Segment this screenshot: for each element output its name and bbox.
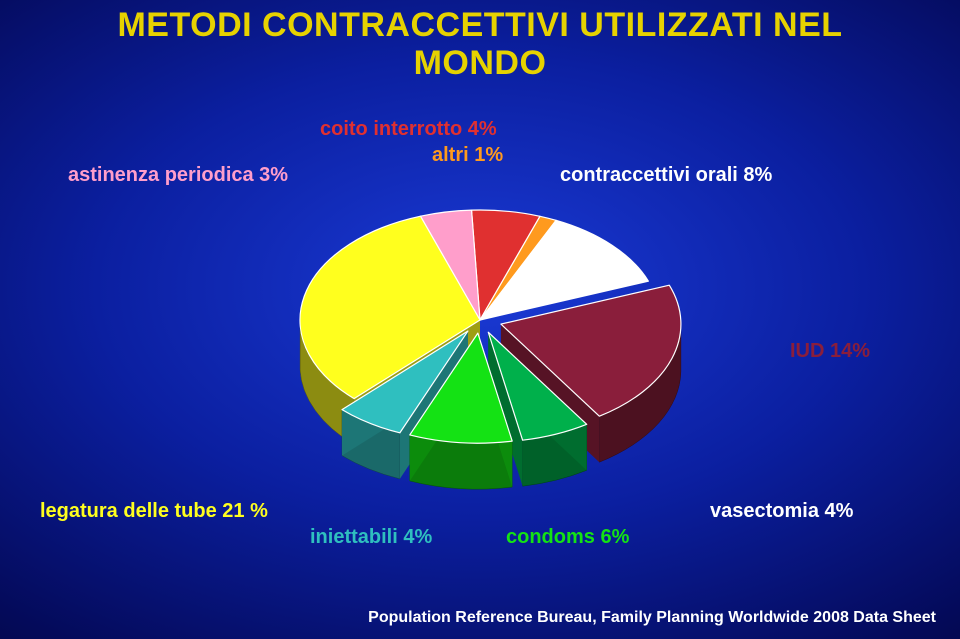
slide-title: METODI CONTRACCETTIVI UTILIZZATI NEL MON… (0, 6, 960, 82)
label-condoms: condoms 6% (506, 526, 629, 549)
label-iniettabili: iniettabili 4% (310, 526, 432, 549)
source-citation: Population Reference Bureau, Family Plan… (368, 609, 936, 627)
label-orali: contraccettivi orali 8% (560, 164, 772, 187)
label-vasectomia: vasectomia 4% (710, 500, 853, 523)
label-legatura: legatura delle tube 21 % (40, 500, 268, 523)
pie-chart-svg (230, 170, 730, 510)
label-astinenza: astinenza periodica 3% (68, 164, 288, 187)
label-altri: altri 1% (432, 144, 503, 167)
label-coito: coito interrotto 4% (320, 118, 497, 141)
pie-chart (230, 170, 730, 510)
slide-stage: METODI CONTRACCETTIVI UTILIZZATI NEL MON… (0, 0, 960, 639)
title-line-1: METODI CONTRACCETTIVI UTILIZZATI NEL (0, 6, 960, 44)
title-line-2: MONDO (0, 44, 960, 82)
label-iud: IUD 14% (790, 340, 870, 363)
